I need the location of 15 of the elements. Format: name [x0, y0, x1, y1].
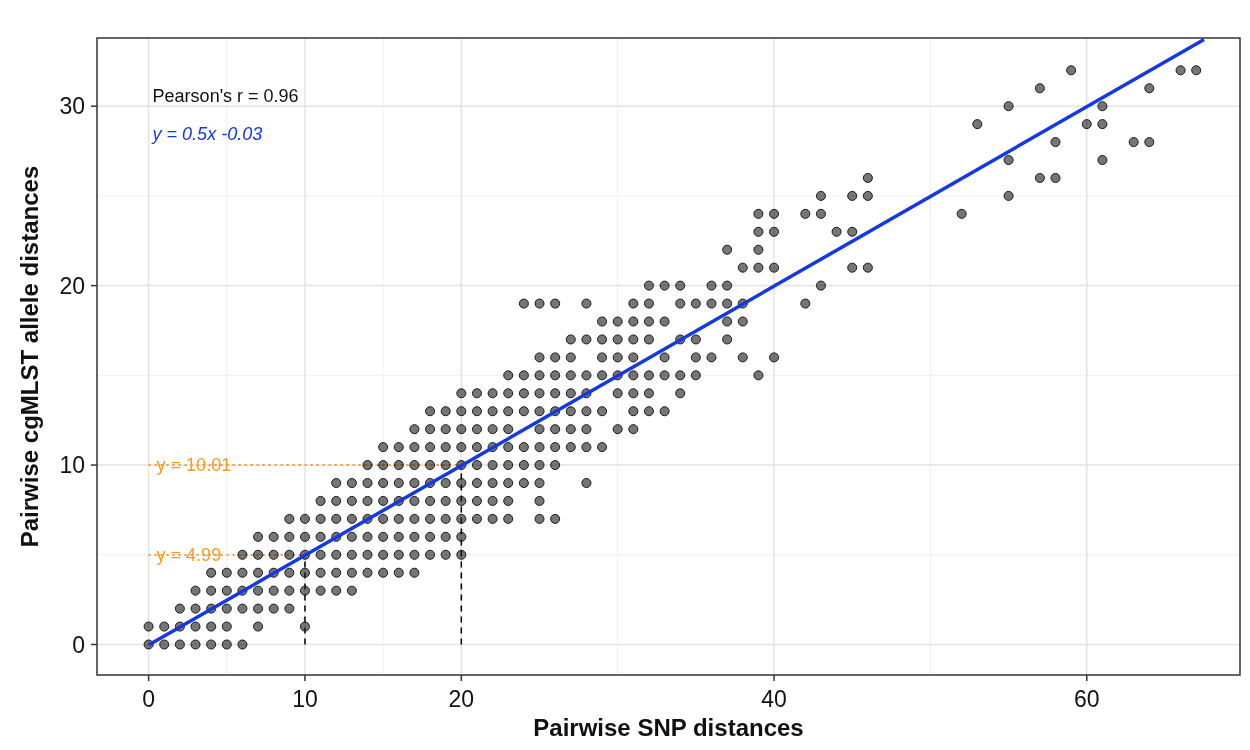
x-tick-label: 10 [292, 686, 318, 712]
annotation: Pearson's r = 0.96 [152, 86, 299, 106]
y-tick-label: 10 [59, 452, 85, 479]
annotation: y = 0.5x -0.03 [150, 124, 263, 144]
x-axis-title: Pairwise SNP distances [533, 714, 804, 741]
x-tick-label: 40 [761, 686, 787, 712]
x-tick-label: 60 [1073, 686, 1100, 712]
ref-line-label: y = 4.99 [156, 545, 222, 566]
y-tick-label: 20 [59, 272, 85, 299]
y-tick-label: 30 [59, 93, 85, 120]
x-tick-label: 20 [448, 686, 475, 712]
y-axis-title: Pairwise cgMLST allele distances [16, 165, 44, 548]
ref-line-label: y = 10.01 [156, 455, 232, 476]
x-tick-label: 0 [142, 686, 155, 712]
y-tick-label: 0 [72, 631, 85, 658]
